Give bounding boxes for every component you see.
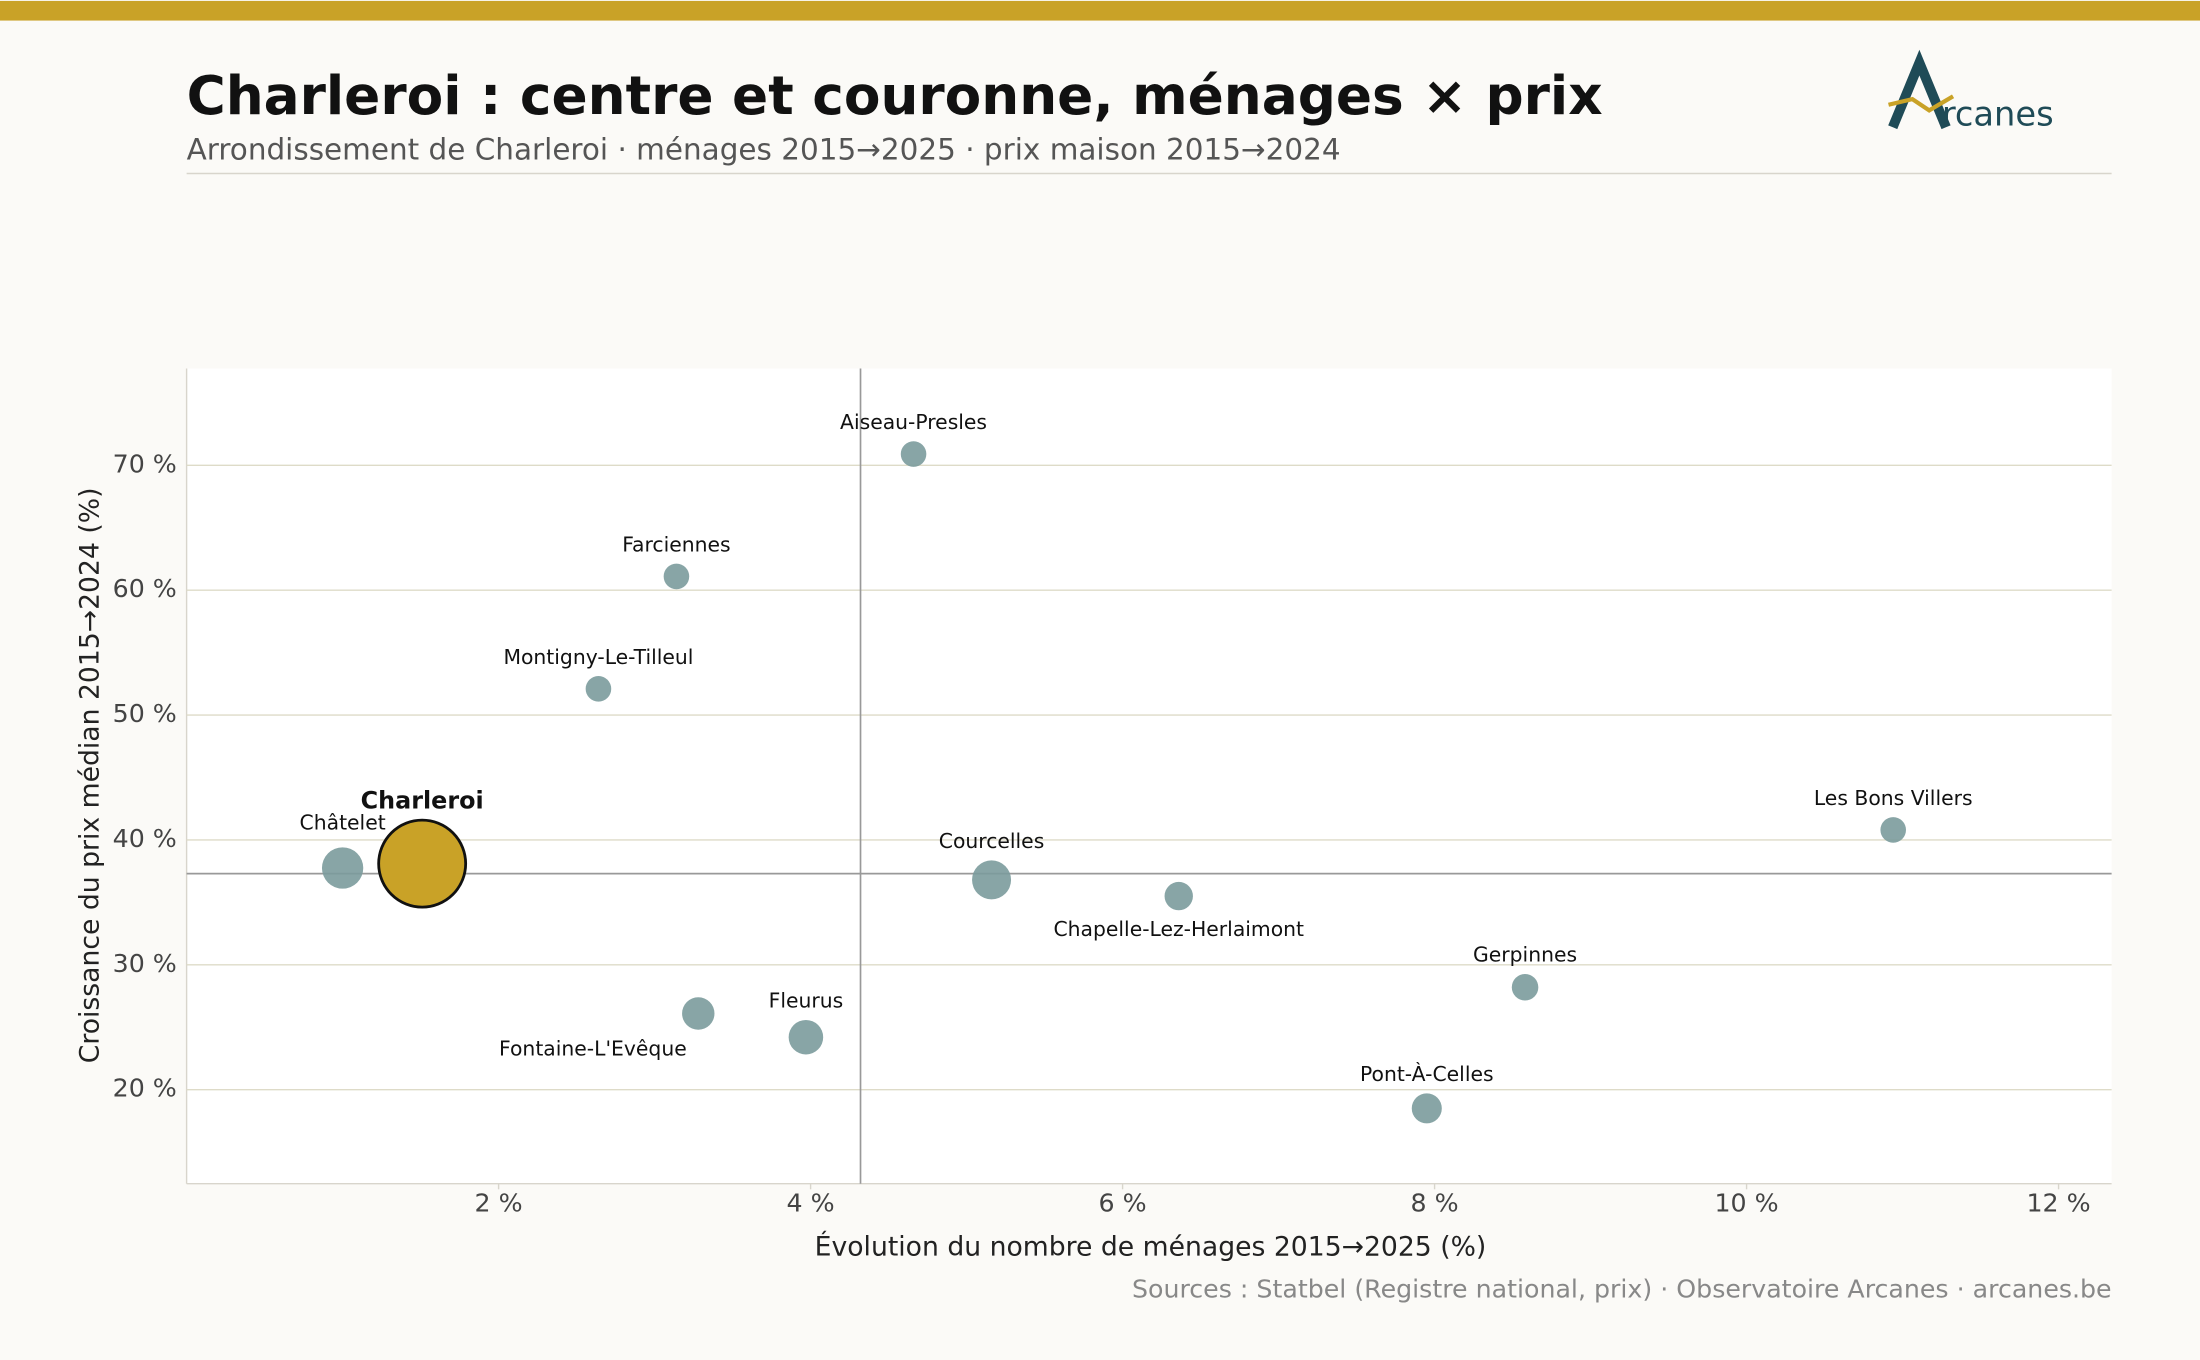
- bubble: [1511, 974, 1539, 1001]
- bubble: [377, 818, 468, 909]
- bubble: [972, 860, 1012, 900]
- bubble: [663, 563, 690, 590]
- bubble: [1880, 817, 1906, 843]
- x-tick-label: 2 %: [475, 1189, 523, 1218]
- y-tick-label: 20 %: [113, 1074, 177, 1103]
- bubble-label: Pont-À-Celles: [1360, 1061, 1494, 1086]
- logo-mark: [1888, 49, 1951, 130]
- bubble-label: Fleurus: [769, 989, 844, 1013]
- bubble-label: Châtelet: [300, 811, 386, 835]
- y-tick-label: 70 %: [113, 449, 177, 478]
- bubble: [682, 997, 715, 1030]
- logo-text: rcanes: [1942, 94, 2054, 133]
- bubble: [1164, 881, 1193, 911]
- y-tick-label: 30 %: [113, 949, 177, 978]
- bubble-label: Courcelles: [939, 829, 1045, 853]
- bubble: [585, 676, 612, 702]
- x-axis-title: Évolution du nombre de ménages 2015→2025…: [815, 1231, 1487, 1263]
- x-tick-label: 10 %: [1714, 1189, 1778, 1218]
- bubble: [788, 1019, 824, 1055]
- bubble-label: Fontaine-L'Evêque: [499, 1036, 687, 1060]
- bubble: [321, 847, 364, 889]
- chart-subtitle: Arrondissement de Charleroi · ménages 20…: [187, 133, 1341, 167]
- bubble: [900, 441, 927, 467]
- x-tick-label: 12 %: [2026, 1189, 2090, 1218]
- logo: rcanes: [1888, 49, 2054, 133]
- y-tick-label: 50 %: [113, 699, 177, 728]
- plot-area: [186, 368, 2112, 1184]
- bubble-label: Chapelle-Lez-Herlaimont: [1053, 917, 1304, 941]
- y-axis-title: Croissance du prix médian 2015→2024 (%): [75, 488, 106, 1064]
- logo-line: [1888, 94, 1955, 113]
- y-tick-label: 60 %: [113, 574, 177, 603]
- bubble-label: Aiseau-Presles: [840, 410, 987, 434]
- bubble-label: Montigny-Le-Tilleul: [503, 645, 693, 669]
- x-tick-label: 4 %: [787, 1189, 835, 1218]
- bubble: [1411, 1093, 1442, 1124]
- x-tick-label: 6 %: [1099, 1189, 1147, 1218]
- top-band: [0, 0, 2200, 21]
- bubble-label: Farciennes: [622, 532, 730, 556]
- bubble-label: Les Bons Villers: [1814, 786, 1973, 810]
- bubble-label: Charleroi: [361, 786, 484, 814]
- y-tick-label: 40 %: [113, 824, 177, 853]
- chart-title: Charleroi : centre et couronne, ménages …: [187, 65, 1603, 127]
- bubble-label: Gerpinnes: [1473, 943, 1577, 967]
- source: Sources : Statbel (Registre national, pr…: [1132, 1274, 2112, 1303]
- x-tick-label: 8 %: [1411, 1189, 1459, 1218]
